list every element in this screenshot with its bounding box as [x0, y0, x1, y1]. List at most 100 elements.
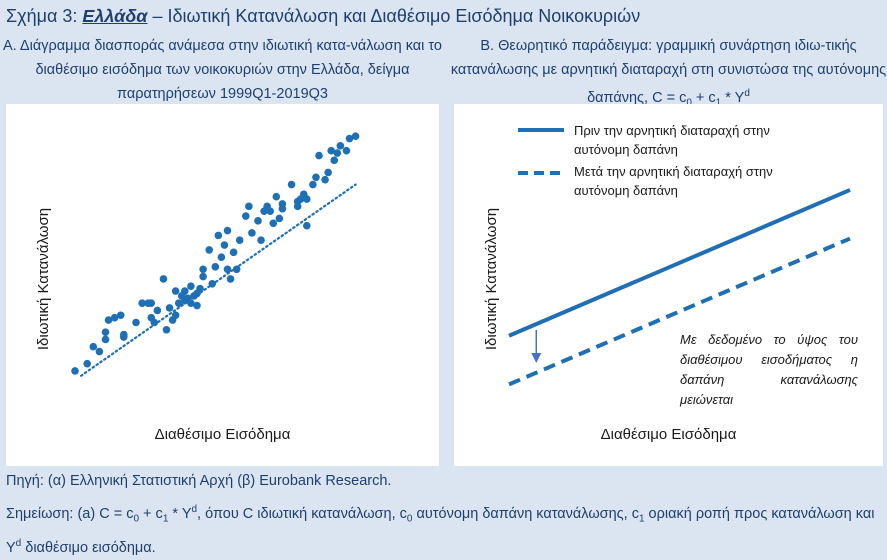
- scatter-point: [223, 226, 232, 235]
- series-line-after: [508, 236, 851, 387]
- chart-annotation: Με δεδομένο το ύψος του διαθέσιμου εισοδ…: [680, 332, 858, 407]
- scatter-point: [174, 299, 183, 307]
- panel-b-x-axis-label: Διαθέσιμο Εισόδημα: [600, 426, 737, 443]
- scatter-point: [71, 367, 79, 375]
- note-part: + c: [139, 505, 163, 522]
- scatter-point: [153, 306, 162, 315]
- scatter-point: [147, 299, 156, 307]
- scatter-point: [266, 207, 275, 215]
- scatter-point: [110, 313, 119, 322]
- scatter-point: [211, 263, 220, 271]
- figure-title-suffix: – Ιδιωτική Κατανάλωση και Διαθέσιμο Εισό…: [147, 6, 641, 26]
- scatter-point: [336, 142, 345, 150]
- scatter-point: [171, 287, 180, 295]
- scatter-point: [272, 192, 281, 201]
- scatter-point: [196, 284, 204, 293]
- footnote: Σημείωση: (a) C = c0 + c1 * Yd, όπου C ι…: [6, 498, 886, 560]
- figure-title-prefix: Σχήμα 3:: [6, 6, 83, 26]
- scatter-point: [303, 195, 311, 203]
- scatter-point: [315, 151, 323, 160]
- scatter-point: [223, 265, 232, 274]
- series-line-before: [508, 188, 851, 338]
- note-part: , όπου C ιδιωτική κατανάλωση, c: [197, 505, 407, 522]
- scatter-point: [309, 180, 317, 189]
- figure-title: Σχήμα 3: Ελλάδα – Ιδιωτική Κατανάλωση κα…: [6, 6, 640, 27]
- scatter-point: [116, 311, 125, 320]
- panel-b-title-sup: d: [744, 88, 750, 99]
- scatter-point: [199, 265, 207, 274]
- scatter-point: [287, 180, 296, 189]
- scatter-point: [214, 231, 223, 240]
- scatter-point: [159, 275, 168, 283]
- scatter-point: [104, 316, 113, 324]
- line-chart: [508, 128, 851, 387]
- scatter-point: [95, 347, 104, 356]
- scatter-point: [187, 282, 195, 290]
- trendline: [79, 183, 357, 377]
- scatter-point: [193, 301, 201, 310]
- scatter-point: [257, 236, 265, 245]
- scatter-point: [342, 146, 351, 155]
- scatter-point: [254, 217, 262, 225]
- scatter-point: [181, 287, 189, 295]
- scatter-point: [162, 325, 171, 334]
- scatter-point: [217, 253, 226, 261]
- scatter-point: [229, 248, 238, 257]
- note-sub: 0: [133, 513, 140, 525]
- scatter-point: [165, 304, 174, 312]
- legend-entry-after: Μετά την αρνητική διαταραχή στην αυτόνομ…: [574, 164, 773, 198]
- scatter-point: [245, 202, 253, 211]
- panel-b-title-post: * Y: [721, 89, 745, 106]
- note-part: αυτόνομη δαπάνη κατανάλωσης, c: [412, 505, 639, 522]
- scatter-point: [171, 311, 180, 320]
- note-sub: 1: [162, 513, 169, 525]
- scatter-point: [278, 200, 287, 208]
- scatter-point: [101, 335, 110, 344]
- panel-a-y-axis-label: Ιδιωτική Κατανάλωση: [35, 207, 52, 351]
- scatter-point: [242, 212, 250, 220]
- scatter-point: [89, 342, 98, 351]
- scatter-point: [208, 279, 217, 288]
- note-sub: 0: [406, 513, 413, 525]
- line-panel: Ιδιωτική Κατανάλωση Διαθέσιμο Εισόδημα Π…: [454, 104, 883, 466]
- scatter-point: [248, 229, 256, 237]
- scatter-point: [83, 359, 91, 368]
- shift-arrow-head: [531, 353, 542, 363]
- scatter-point: [333, 149, 342, 157]
- panel-a-x-axis-label: Διαθέσιμο Εισόδημα: [154, 426, 291, 443]
- note-part: διαθέσιμο εισόδημα.: [21, 539, 156, 556]
- note-sup: d: [15, 537, 22, 549]
- panel-b-title-sub1: 1: [716, 98, 722, 109]
- scatter-point: [220, 241, 229, 249]
- scatter-point: [138, 299, 146, 307]
- scatter-point: [120, 330, 128, 339]
- scatter-point: [345, 134, 354, 143]
- scatter-chart: [71, 132, 360, 377]
- scatter-point: [205, 246, 213, 254]
- scatter-point: [187, 299, 195, 307]
- figure-title-country: Ελλάδα: [82, 6, 148, 26]
- source-note: Πηγή: (α) Ελληνική Στατιστική Αρχή (β) E…: [6, 473, 392, 489]
- scatter-point: [269, 219, 278, 228]
- note-part: * Y: [168, 505, 192, 522]
- scatter-point: [324, 168, 332, 177]
- scatter-point: [303, 221, 311, 230]
- legend-entry-before: Πριν την αρνητική διαταραχή στην αυτόνομ…: [574, 123, 770, 157]
- scatter-point: [321, 175, 329, 184]
- scatter-point: [199, 272, 207, 281]
- scatter-point: [275, 214, 284, 223]
- note-sub: 1: [638, 513, 645, 525]
- scatter-point: [235, 236, 244, 245]
- panel-b-title-sub0: 0: [686, 98, 692, 109]
- panel-b-title-text: Β. Θεωρητικό παράδειγμα: γραμμική συνάρτ…: [450, 38, 887, 106]
- note-part: Σημείωση: (a) C = c: [6, 505, 134, 522]
- panel-b-y-axis-label: Ιδιωτική Κατανάλωση: [483, 207, 500, 351]
- panel-b-title-mid: + c: [691, 89, 716, 106]
- scatter-point: [226, 275, 235, 283]
- scatter-point: [232, 265, 241, 274]
- scatter-panel: Ιδιωτική Κατανάλωση Διαθέσιμο Εισόδημα: [6, 104, 439, 466]
- panel-b-title: Β. Θεωρητικό παράδειγμα: γραμμική συνάρτ…: [450, 34, 887, 116]
- note-part: οριακή ροπή προς κατανάλωση και Y: [6, 505, 875, 556]
- panel-a-title: Α. Διάγραμμα διασποράς ανάμεσα στην ιδιω…: [2, 38, 442, 102]
- scatter-point: [101, 328, 110, 336]
